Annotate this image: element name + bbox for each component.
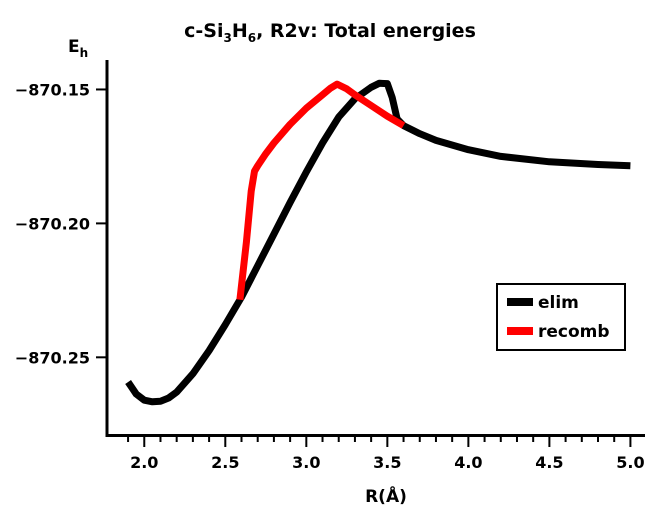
y-axis-ticks: −870.15 −870.20 −870.25 xyxy=(15,80,107,367)
series-line-elim xyxy=(125,79,631,406)
y-tick-label: −870.15 xyxy=(15,80,90,99)
y-tick-label: −870.25 xyxy=(15,348,90,367)
x-tick-label: 2.0 xyxy=(130,453,158,472)
x-axis-label: R(Å) xyxy=(365,484,407,507)
legend: elim recomb xyxy=(496,283,626,351)
series-line-recomb xyxy=(236,80,406,301)
x-tick-label: 4.0 xyxy=(454,453,482,472)
x-tick-label: 5.0 xyxy=(616,453,644,472)
x-axis-ticks: 2.0 2.5 3.0 3.5 4.0 4.5 5.0 xyxy=(127,436,645,472)
x-tick-label: 4.5 xyxy=(535,453,563,472)
legend-box xyxy=(496,283,626,351)
legend-label-recomb: recomb xyxy=(538,322,610,342)
x-tick-label: 2.5 xyxy=(211,453,239,472)
plot-area xyxy=(125,79,631,406)
y-tick-label: −870.20 xyxy=(15,214,90,233)
legend-label-elim: elim xyxy=(538,293,579,313)
x-tick-label: 3.0 xyxy=(292,453,320,472)
chart-title: c-Si3H6, R2v: Total energies xyxy=(184,20,476,45)
x-tick-label: 3.5 xyxy=(373,453,401,472)
y-axis-label: Eh xyxy=(68,37,88,60)
